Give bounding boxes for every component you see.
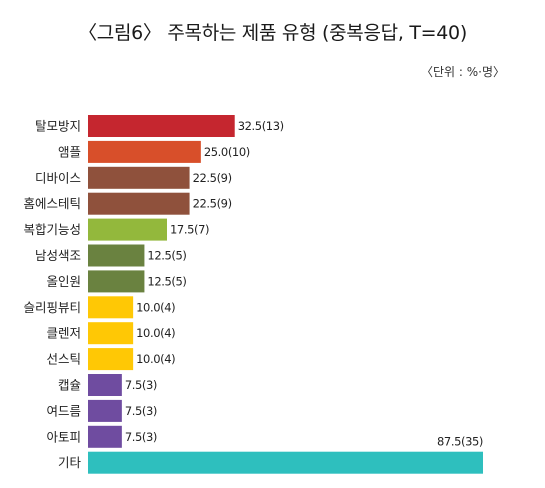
bar-4 xyxy=(88,192,190,215)
data-label: 7.5(3) xyxy=(125,430,157,444)
bar-10 xyxy=(88,348,134,371)
category-label: 캡슐 xyxy=(58,378,81,393)
category-label: 앰플 xyxy=(58,144,81,159)
bar-6 xyxy=(88,244,145,267)
data-label: 22.5(9) xyxy=(193,171,232,185)
data-label: 25.0(10) xyxy=(204,145,250,159)
data-label: 12.5(5) xyxy=(147,249,186,263)
bar-13 xyxy=(88,425,122,448)
bar-5 xyxy=(88,218,167,241)
data-label: 10.0(4) xyxy=(136,326,175,340)
category-label: 탈모방지 xyxy=(35,119,81,134)
category-label: 남성색조 xyxy=(35,248,81,263)
bar-9 xyxy=(88,322,134,345)
bar-11 xyxy=(88,374,122,396)
bar-2 xyxy=(88,140,201,163)
category-label: 올인원 xyxy=(46,274,81,289)
category-label: 선스틱 xyxy=(46,352,81,367)
data-label: 87.5(35) xyxy=(437,435,483,449)
bar-12 xyxy=(88,399,122,422)
data-label: 7.5(3) xyxy=(125,404,157,418)
bar-3 xyxy=(88,166,190,189)
chart-title: 〈그림6〉 주목하는 제품 유형 (중복응답, T=40) xyxy=(78,22,467,44)
data-label: 32.5(13) xyxy=(238,119,284,133)
data-label: 22.5(9) xyxy=(193,197,232,211)
data-label: 7.5(3) xyxy=(125,378,157,392)
bar-14 xyxy=(88,451,483,474)
category-label: 복합기능성 xyxy=(23,222,81,237)
category-label: 슬리핑뷰티 xyxy=(23,300,81,315)
category-label: 디바이스 xyxy=(35,170,81,185)
category-label: 홈에스테틱 xyxy=(23,196,81,211)
unit-note: 〈단위 : %·명〉 xyxy=(420,65,505,79)
category-label: 기타 xyxy=(58,455,82,470)
bar-1 xyxy=(88,115,235,137)
category-label: 아토피 xyxy=(46,429,81,444)
category-label: 여드름 xyxy=(46,403,81,418)
category-label: 클렌저 xyxy=(46,326,81,341)
data-label: 12.5(5) xyxy=(147,274,186,288)
data-label: 10.0(4) xyxy=(136,352,175,366)
data-label: 17.5(7) xyxy=(170,223,209,237)
bar-8 xyxy=(88,296,134,319)
data-label: 10.0(4) xyxy=(136,300,175,314)
bar-7 xyxy=(88,270,145,293)
